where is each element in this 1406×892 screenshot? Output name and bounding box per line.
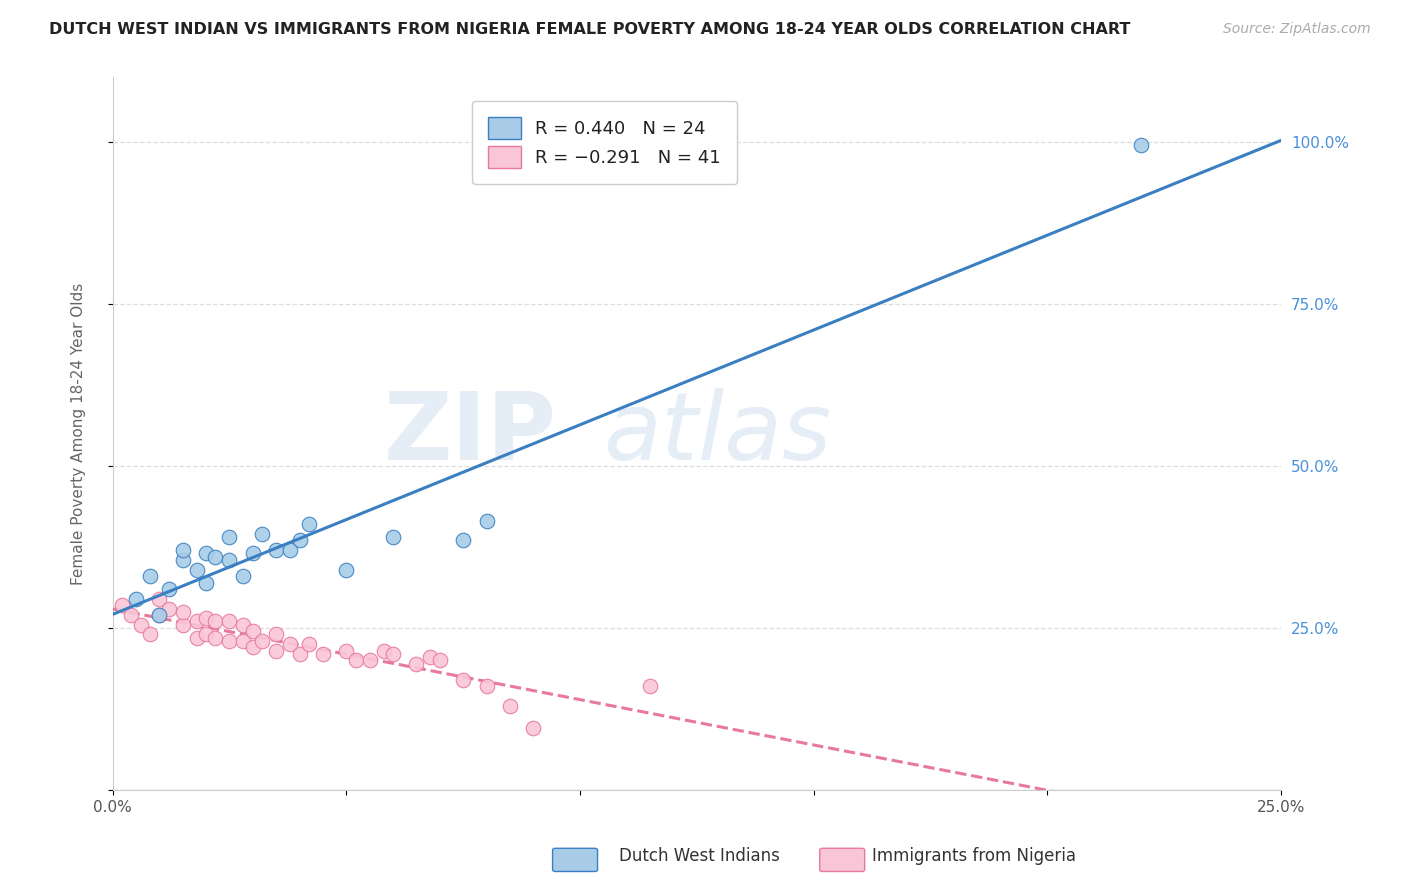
Point bbox=[232, 569, 254, 583]
Text: Immigrants from Nigeria: Immigrants from Nigeria bbox=[872, 847, 1076, 865]
Point bbox=[148, 591, 170, 606]
Text: Source: ZipAtlas.com: Source: ZipAtlas.com bbox=[1223, 22, 1371, 37]
Point bbox=[204, 631, 226, 645]
Point bbox=[405, 657, 427, 671]
Point bbox=[125, 591, 148, 606]
Point bbox=[278, 637, 301, 651]
Point bbox=[218, 615, 240, 629]
Point bbox=[264, 643, 287, 657]
Point bbox=[475, 679, 498, 693]
Point bbox=[250, 633, 273, 648]
Point bbox=[1129, 138, 1152, 153]
Point bbox=[638, 679, 661, 693]
Point bbox=[382, 530, 405, 544]
Point bbox=[288, 647, 311, 661]
Point bbox=[218, 633, 240, 648]
Text: atlas: atlas bbox=[603, 388, 831, 479]
Point bbox=[335, 563, 357, 577]
Point bbox=[278, 543, 301, 558]
Text: DUTCH WEST INDIAN VS IMMIGRANTS FROM NIGERIA FEMALE POVERTY AMONG 18-24 YEAR OLD: DUTCH WEST INDIAN VS IMMIGRANTS FROM NIG… bbox=[49, 22, 1130, 37]
Point bbox=[204, 615, 226, 629]
Point bbox=[335, 643, 357, 657]
Point bbox=[298, 637, 321, 651]
Point bbox=[522, 721, 544, 735]
Point bbox=[172, 543, 194, 558]
Point bbox=[218, 553, 240, 567]
Point bbox=[148, 607, 170, 622]
Point bbox=[264, 543, 287, 558]
Point bbox=[373, 643, 395, 657]
Point bbox=[298, 517, 321, 532]
Point bbox=[157, 582, 180, 596]
Point bbox=[344, 653, 367, 667]
Point bbox=[499, 698, 522, 713]
Point bbox=[186, 563, 208, 577]
Point bbox=[312, 647, 335, 661]
Point bbox=[242, 640, 264, 655]
Point bbox=[232, 617, 254, 632]
Point bbox=[250, 527, 273, 541]
Point bbox=[195, 575, 218, 590]
Point bbox=[157, 601, 180, 615]
Point bbox=[148, 607, 170, 622]
Point bbox=[172, 553, 194, 567]
Legend: R = 0.440   N = 24, R = −0.291   N = 41: R = 0.440 N = 24, R = −0.291 N = 41 bbox=[472, 101, 737, 185]
Point bbox=[359, 653, 381, 667]
Point bbox=[264, 627, 287, 641]
Point bbox=[204, 549, 226, 564]
Text: Dutch West Indians: Dutch West Indians bbox=[619, 847, 779, 865]
Point bbox=[288, 533, 311, 548]
Point bbox=[111, 599, 134, 613]
Y-axis label: Female Poverty Among 18-24 Year Olds: Female Poverty Among 18-24 Year Olds bbox=[72, 283, 86, 585]
Point bbox=[172, 617, 194, 632]
Point bbox=[451, 533, 474, 548]
Point bbox=[139, 627, 162, 641]
Point bbox=[451, 673, 474, 687]
Point bbox=[232, 633, 254, 648]
Point bbox=[475, 514, 498, 528]
Point bbox=[120, 607, 142, 622]
Point bbox=[195, 627, 218, 641]
Point bbox=[139, 569, 162, 583]
Point bbox=[186, 615, 208, 629]
Point bbox=[218, 530, 240, 544]
Point bbox=[382, 647, 405, 661]
Point bbox=[129, 617, 152, 632]
Point bbox=[172, 605, 194, 619]
Point bbox=[186, 631, 208, 645]
Point bbox=[195, 546, 218, 560]
Text: ZIP: ZIP bbox=[384, 388, 557, 480]
Point bbox=[242, 546, 264, 560]
Point bbox=[195, 611, 218, 625]
Point bbox=[429, 653, 451, 667]
Point bbox=[242, 624, 264, 639]
Point bbox=[419, 650, 441, 665]
